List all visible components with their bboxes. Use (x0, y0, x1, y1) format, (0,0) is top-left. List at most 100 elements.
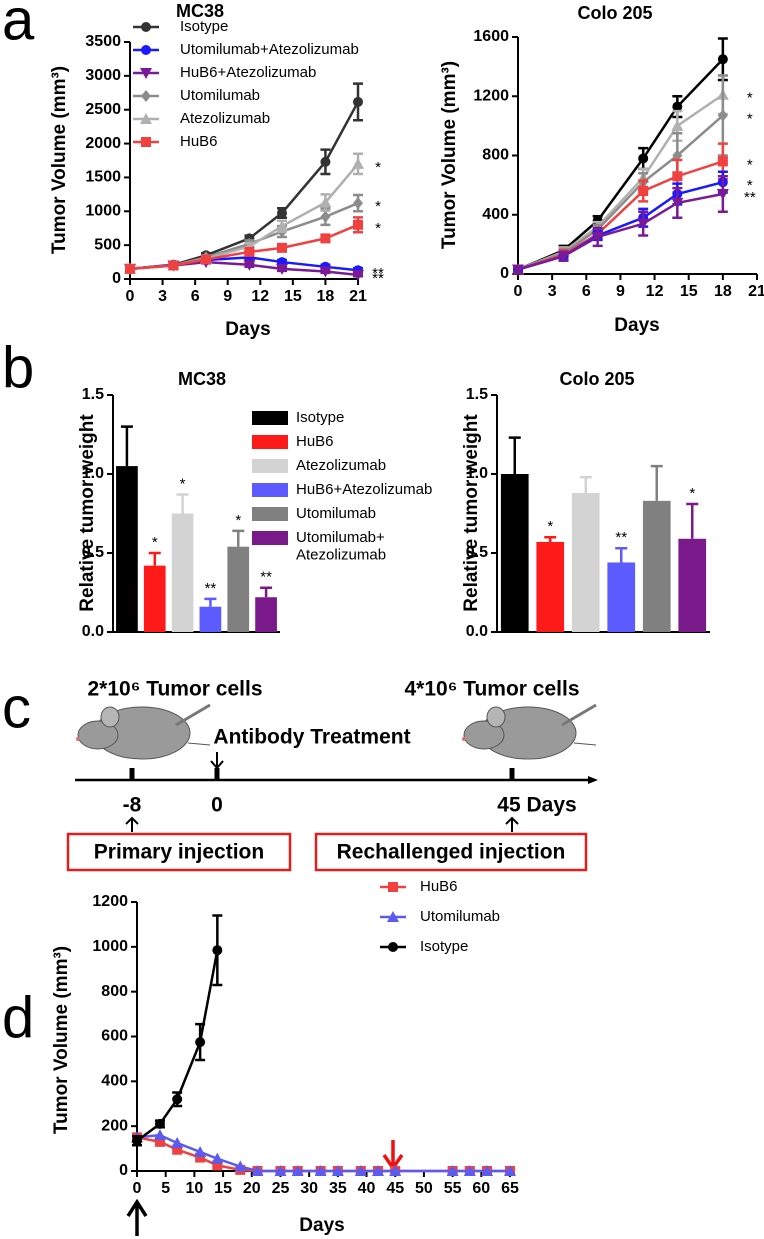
y-tick-label: 1.5 (466, 386, 488, 403)
x-tick-label: 60 (472, 1180, 490, 1197)
error-bar (508, 436, 521, 474)
data-point (638, 186, 649, 197)
bar (678, 538, 707, 632)
significance-label: * (747, 110, 753, 127)
timeline-tick-label: 45 Days (497, 794, 576, 817)
x-axis-label: Days (614, 315, 659, 336)
y-tick-label: 0 (112, 270, 121, 287)
x-tick-label: 55 (444, 1180, 462, 1197)
legend-marker (387, 911, 399, 922)
series-line (136, 1133, 510, 1173)
data-point (637, 218, 650, 230)
x-tick-label: 15 (284, 288, 302, 305)
x-tick-label: 0 (126, 288, 135, 305)
legend-swatch (252, 483, 288, 497)
data-point (195, 1152, 206, 1163)
data-point (672, 171, 683, 182)
y-tick-label: 400 (101, 1073, 128, 1090)
legend-label: Utomilumab+Atezolizumab (180, 41, 359, 58)
bar (571, 492, 600, 632)
significance-label: ** (372, 265, 384, 282)
timeline-tick-label: -8 (123, 794, 142, 817)
y-tick-label: 800 (101, 983, 128, 1000)
y-tick-label: 0 (119, 1162, 128, 1179)
legend-marker (141, 45, 151, 55)
data-point (277, 242, 287, 253)
bar (227, 546, 250, 632)
data-point (353, 96, 363, 107)
bar (607, 562, 636, 632)
bar (143, 565, 166, 632)
data-point (171, 1136, 184, 1148)
x-tick-label: 0 (514, 283, 523, 300)
significance-label: * (375, 159, 381, 176)
data-point (512, 264, 524, 276)
data-point (314, 1165, 327, 1176)
significance-label: ** (372, 270, 384, 287)
data-point (717, 109, 728, 122)
arrow (210, 752, 224, 770)
significance-label: * (747, 177, 753, 194)
rechallenge-arrow (382, 1140, 404, 1172)
box-label: Rechallenged injection (337, 841, 566, 864)
mouse-icon (76, 703, 211, 760)
legend-label: Isotype (296, 409, 344, 426)
significance-label: * (375, 198, 381, 215)
y-axis-label: Tumor Volume (mm³) (49, 66, 70, 254)
significance-label: ** (744, 189, 756, 206)
box-label: Primary injection (94, 841, 264, 864)
significance-label: ** (615, 529, 627, 546)
data-point (463, 1165, 476, 1176)
data-point (212, 945, 223, 956)
legend-label: Isotype (420, 938, 468, 955)
error-bar (686, 502, 699, 539)
box (66, 832, 292, 872)
data-point (331, 1165, 344, 1176)
data-point (320, 156, 331, 167)
x-tick-label: 45 (386, 1180, 404, 1197)
data-point (212, 1160, 223, 1171)
bar (199, 606, 222, 632)
significance-label: ** (260, 569, 272, 586)
y-axis-label: Tumor Volume (mm³) (51, 946, 72, 1134)
y-tick-label: 0.0 (82, 623, 104, 640)
x-tick-label: 65 (501, 1180, 519, 1197)
legend-swatch (252, 531, 288, 545)
y-tick-label: 1.5 (82, 386, 104, 403)
legend-label: Atezolizumab (180, 110, 270, 127)
error-bar (260, 586, 273, 598)
data-point (319, 266, 332, 278)
data-point (352, 157, 364, 169)
data-point (717, 156, 728, 167)
y-tick-label: 2500 (85, 101, 121, 118)
x-tick-label: 18 (714, 283, 732, 300)
error-bar (120, 425, 133, 467)
legend-marker (141, 22, 151, 32)
data-point (354, 1165, 367, 1176)
significance-label: * (747, 156, 753, 173)
y-axis-label: Relative tumor weight (77, 414, 98, 612)
legend-marker (388, 942, 398, 952)
data-point (211, 1152, 224, 1164)
y-tick-label: 3000 (85, 67, 121, 84)
timeline-tick-label: 0 (211, 794, 223, 817)
legend-swatch (252, 459, 288, 473)
x-tick-label: 10 (185, 1180, 203, 1197)
data-point (672, 149, 683, 162)
legend-label: HuB6 (296, 433, 334, 450)
data-point (671, 197, 684, 209)
error-bar (650, 464, 663, 501)
x-tick-label: 12 (646, 283, 664, 300)
series-line (517, 58, 724, 271)
x-tick-label: 9 (616, 283, 625, 300)
data-point (372, 1165, 385, 1176)
legend-marker (140, 68, 152, 79)
y-tick-label: 1200 (473, 87, 509, 104)
data-point (557, 251, 570, 263)
legend-label: Utomilumab (296, 505, 376, 522)
data-point (154, 1136, 165, 1147)
data-point (154, 1118, 165, 1129)
y-tick-label: 500 (94, 236, 121, 253)
data-point (168, 260, 179, 271)
